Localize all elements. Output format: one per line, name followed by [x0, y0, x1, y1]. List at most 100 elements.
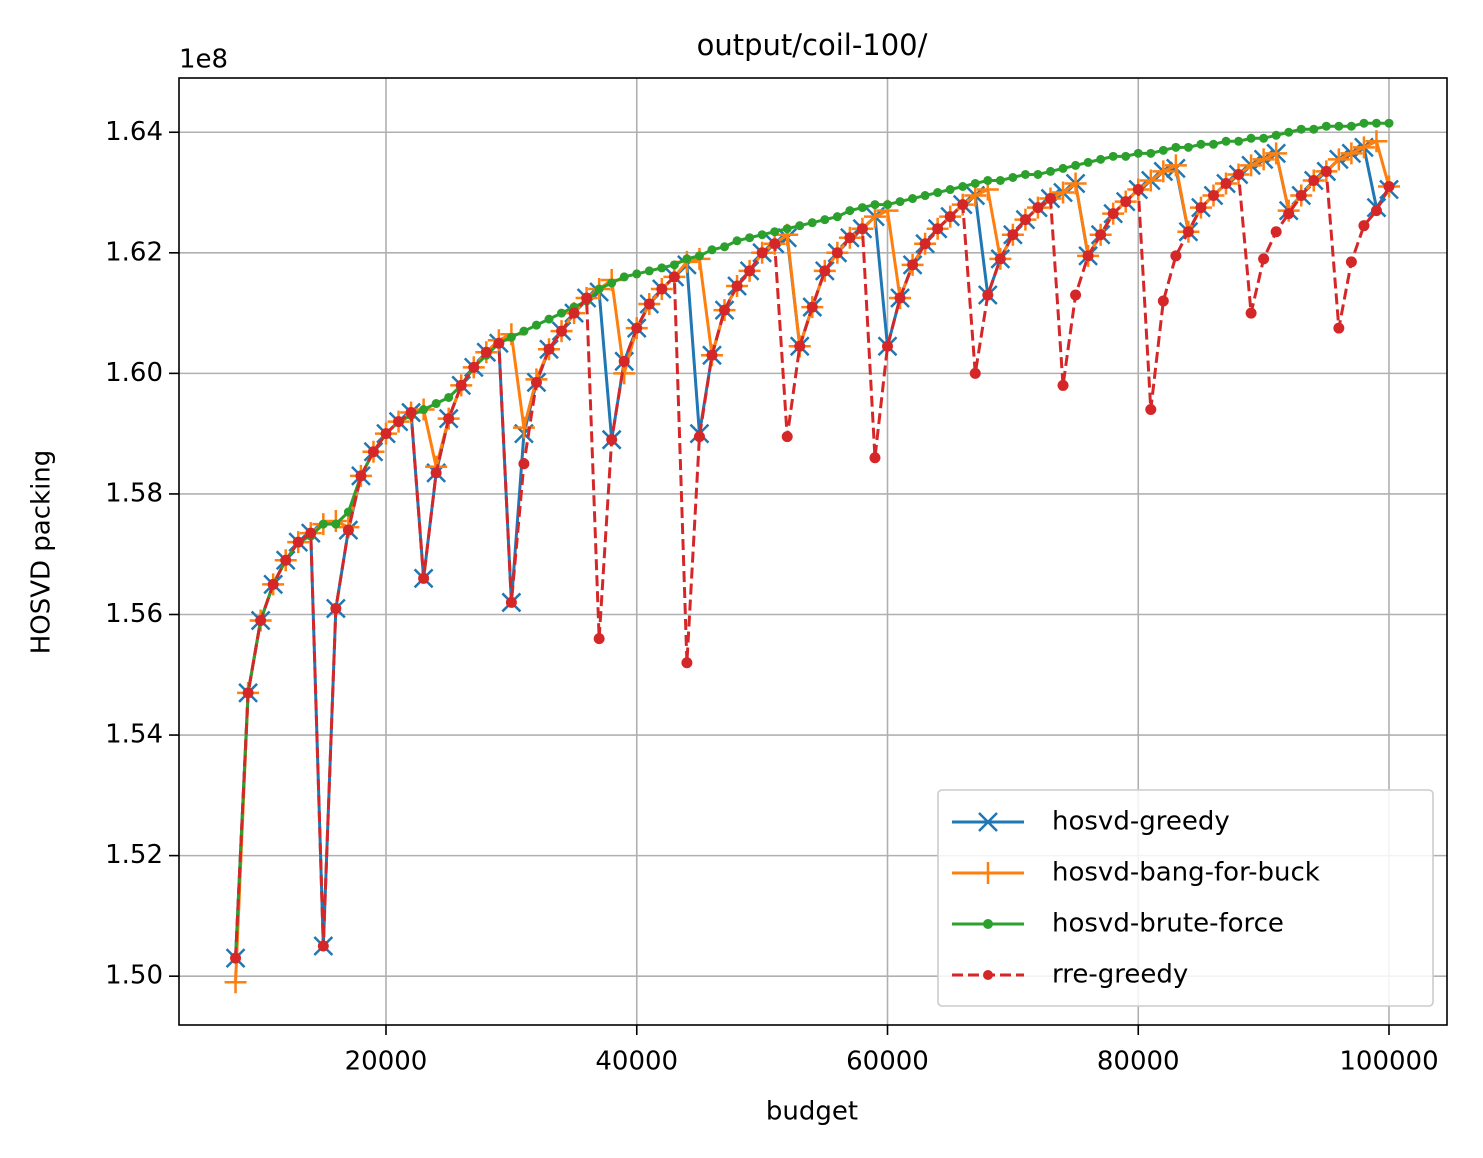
data-point — [493, 337, 505, 349]
data-point — [795, 221, 805, 231]
y-tick-label: 1.58 — [105, 478, 163, 508]
data-point — [1221, 136, 1231, 146]
data-point — [444, 392, 454, 402]
data-point — [982, 289, 994, 301]
data-point — [506, 332, 516, 342]
data-point — [720, 242, 730, 252]
data-point — [1245, 307, 1257, 319]
data-point — [568, 307, 580, 319]
data-point — [870, 200, 880, 210]
data-point — [1384, 118, 1394, 128]
data-point — [1327, 148, 1350, 171]
data-point — [1283, 208, 1295, 220]
data-point — [669, 260, 679, 270]
data-point — [543, 343, 555, 355]
data-point — [1107, 208, 1119, 220]
data-point — [1265, 142, 1288, 165]
data-point — [1258, 253, 1270, 265]
x-tick-label: 60000 — [846, 1047, 929, 1077]
data-point — [944, 211, 956, 223]
grid — [179, 78, 1447, 1025]
data-point — [530, 376, 542, 388]
data-point — [707, 245, 717, 255]
data-point — [958, 182, 968, 192]
data-point — [1146, 148, 1156, 158]
data-point — [267, 578, 279, 590]
data-point — [393, 416, 405, 428]
data-point — [920, 191, 930, 201]
legend-marker — [978, 812, 998, 832]
data-point — [756, 247, 768, 259]
data-point — [1032, 202, 1044, 214]
data-point — [544, 314, 554, 324]
data-point — [657, 263, 667, 273]
data-point — [1320, 165, 1332, 177]
data-point — [1240, 154, 1263, 177]
x-tick-label: 40000 — [595, 1047, 678, 1077]
legend-box — [937, 789, 1434, 1007]
data-point — [995, 175, 1005, 185]
data-point — [656, 283, 668, 295]
legend-marker — [977, 862, 999, 884]
data-point — [1019, 214, 1031, 226]
y-tick-label: 1.62 — [105, 237, 163, 267]
x-tick-label: 20000 — [345, 1047, 428, 1077]
data-point — [594, 284, 604, 294]
y-tick-label: 1.54 — [105, 720, 163, 750]
data-point — [1321, 121, 1331, 131]
data-point — [1359, 118, 1369, 128]
data-point — [1152, 160, 1175, 183]
y-offset-label: 1e8 — [179, 45, 228, 75]
data-point — [1133, 148, 1143, 158]
data-point — [1195, 202, 1207, 214]
data-point — [807, 218, 817, 228]
data-point — [894, 292, 906, 304]
data-point — [1171, 142, 1181, 152]
data-point — [1271, 130, 1281, 140]
data-point — [731, 280, 743, 292]
data-point — [1095, 229, 1107, 241]
data-point — [632, 269, 642, 279]
data-point — [480, 346, 492, 358]
data-point — [230, 952, 242, 964]
data-point — [895, 197, 905, 207]
data-point — [706, 349, 718, 361]
data-point — [405, 407, 417, 419]
data-point — [1296, 124, 1306, 134]
data-point — [1121, 151, 1131, 161]
y-tick-label: 1.60 — [105, 358, 163, 388]
data-point — [1208, 139, 1218, 149]
data-point — [1071, 160, 1081, 170]
data-point — [618, 355, 630, 367]
legend-label: hosvd-bang-for-buck — [1052, 858, 1320, 888]
data-point — [512, 416, 535, 439]
data-point — [1132, 184, 1144, 196]
data-point — [519, 326, 529, 336]
data-point — [1045, 166, 1055, 176]
series — [230, 165, 1395, 964]
data-point — [681, 657, 693, 669]
data-point — [970, 178, 980, 188]
data-point — [342, 524, 354, 536]
data-point — [908, 194, 918, 204]
data-point — [1308, 174, 1320, 186]
data-point — [531, 320, 541, 330]
data-point — [1196, 139, 1206, 149]
data-point — [593, 633, 605, 645]
data-point — [907, 259, 919, 271]
data-point — [882, 340, 894, 352]
data-point — [757, 230, 767, 240]
data-point — [969, 367, 981, 379]
data-point — [883, 200, 893, 210]
data-point — [983, 175, 993, 185]
data-point — [468, 361, 480, 373]
data-point — [668, 271, 680, 283]
data-point — [1139, 169, 1162, 192]
data-point — [832, 212, 842, 222]
data-point — [1083, 157, 1093, 167]
data-point — [1352, 136, 1375, 159]
data-point — [782, 224, 792, 234]
data-point — [693, 431, 705, 443]
data-point — [619, 272, 629, 282]
data-point — [1170, 250, 1182, 262]
